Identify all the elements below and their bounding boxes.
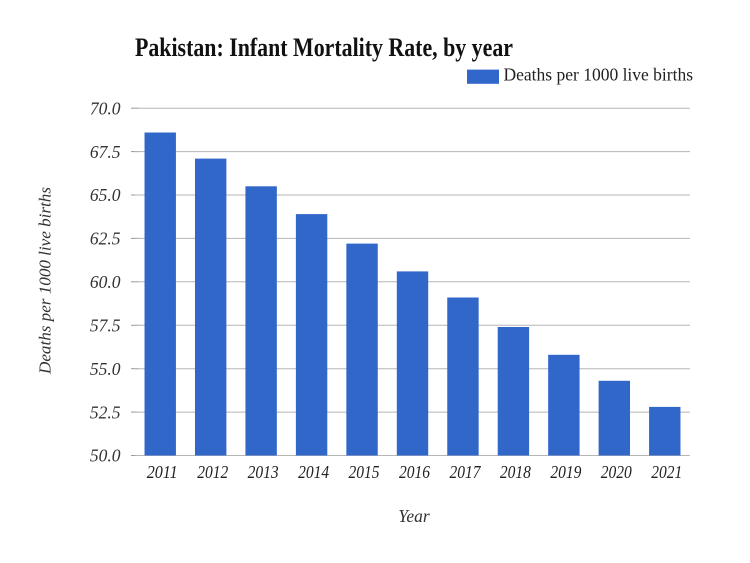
svg-text:65.0: 65.0 [90,185,121,205]
svg-text:2018: 2018 [500,462,531,482]
svg-text:Pakistan: Infant Mortality Rat: Pakistan: Infant Mortality Rate, by year [135,33,513,62]
svg-text:Deaths per 1000 live births: Deaths per 1000 live births [504,65,694,85]
svg-text:52.5: 52.5 [90,402,121,422]
svg-text:2014: 2014 [298,462,329,482]
svg-text:2013: 2013 [248,462,279,482]
svg-text:60.0: 60.0 [90,272,121,292]
svg-text:2021: 2021 [651,462,682,482]
svg-text:2020: 2020 [601,462,632,482]
svg-text:2016: 2016 [399,462,430,482]
svg-text:50.0: 50.0 [90,446,121,466]
svg-text:57.5: 57.5 [90,316,121,336]
svg-text:67.5: 67.5 [90,142,121,162]
svg-text:Deaths per 1000 live births: Deaths per 1000 live births [36,187,55,375]
svg-text:Year: Year [398,506,430,526]
svg-text:2015: 2015 [349,462,380,482]
svg-text:2011: 2011 [147,462,178,482]
svg-text:70.0: 70.0 [90,98,121,118]
svg-text:2019: 2019 [550,462,581,482]
svg-text:2017: 2017 [450,462,482,482]
svg-text:2012: 2012 [197,462,228,482]
svg-text:62.5: 62.5 [90,229,121,249]
svg-text:55.0: 55.0 [90,359,121,379]
